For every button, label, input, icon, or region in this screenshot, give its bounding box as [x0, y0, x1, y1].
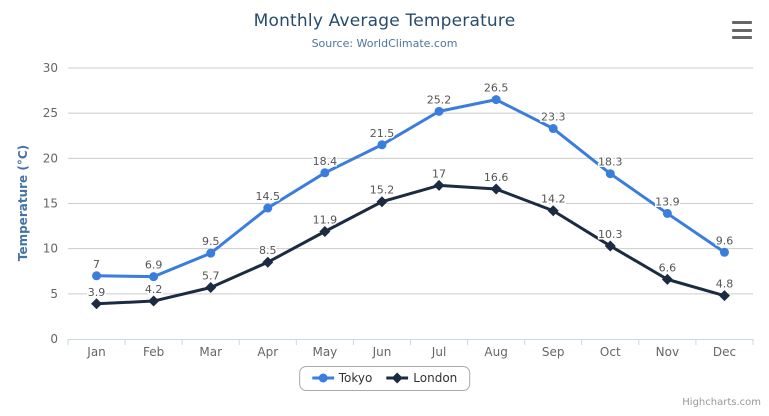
- y-axis-label: 30: [43, 61, 58, 75]
- point-london-jul[interactable]: [433, 179, 445, 191]
- point-tokyo-oct[interactable]: [605, 169, 615, 179]
- x-axis-label-aug: Aug: [484, 345, 507, 359]
- legend: Tokyo London: [298, 366, 471, 391]
- data-label-tokyo-jul: 25.2: [427, 93, 452, 106]
- point-tokyo-mar[interactable]: [206, 248, 216, 258]
- point-tokyo-jan[interactable]: [92, 271, 102, 281]
- point-london-oct[interactable]: [604, 240, 616, 252]
- data-label-london-sep: 14.2: [541, 193, 566, 206]
- x-axis-label-mar: Mar: [199, 345, 222, 359]
- point-london-dec[interactable]: [718, 290, 730, 302]
- london-series-marker-icon: [386, 372, 409, 384]
- data-label-tokyo-oct: 18.3: [598, 156, 623, 169]
- y-axis-label: 10: [43, 242, 58, 256]
- point-tokyo-sep[interactable]: [548, 124, 558, 134]
- legend-item-tokyo[interactable]: Tokyo: [311, 371, 373, 385]
- data-label-tokyo-dec: 9.6: [716, 234, 734, 247]
- legend-label-tokyo: Tokyo: [338, 371, 373, 385]
- data-label-london-dec: 4.8: [716, 278, 734, 291]
- point-london-jan[interactable]: [91, 298, 103, 310]
- data-label-tokyo-may: 18.4: [313, 155, 338, 168]
- data-label-tokyo-mar: 9.5: [202, 235, 220, 248]
- point-tokyo-jun[interactable]: [377, 140, 387, 150]
- point-london-apr[interactable]: [262, 256, 274, 268]
- y-axis-label: 0: [50, 332, 58, 346]
- point-london-may[interactable]: [319, 226, 331, 238]
- data-label-london-aug: 16.6: [484, 171, 509, 184]
- x-axis-label-feb: Feb: [143, 345, 164, 359]
- x-axis-label-jan: Jan: [86, 345, 106, 359]
- x-axis-label-jun: Jun: [372, 345, 392, 359]
- data-label-london-oct: 10.3: [598, 228, 623, 241]
- point-london-aug[interactable]: [490, 183, 502, 195]
- point-tokyo-jul[interactable]: [434, 106, 444, 116]
- y-axis-label: 25: [43, 106, 58, 120]
- tokyo-series-marker-icon: [311, 373, 334, 383]
- point-london-mar[interactable]: [205, 282, 217, 294]
- point-tokyo-may[interactable]: [320, 168, 330, 178]
- x-axis-label-may: May: [312, 345, 337, 359]
- data-label-london-apr: 8.5: [259, 244, 277, 257]
- legend-label-london: London: [413, 371, 458, 385]
- x-axis-label-jul: Jul: [431, 345, 446, 359]
- data-label-tokyo-feb: 6.9: [145, 259, 163, 272]
- export-menu-button[interactable]: [732, 21, 752, 39]
- data-label-london-jan: 3.9: [88, 286, 106, 299]
- y-axis-label: 20: [43, 151, 58, 165]
- x-axis-label-nov: Nov: [656, 345, 679, 359]
- point-tokyo-aug[interactable]: [491, 95, 501, 105]
- x-axis-label-oct: Oct: [600, 345, 621, 359]
- data-label-london-jun: 15.2: [370, 184, 395, 197]
- point-london-nov[interactable]: [661, 273, 673, 285]
- legend-item-london[interactable]: London: [386, 371, 457, 385]
- data-label-tokyo-jun: 21.5: [370, 127, 395, 140]
- point-london-sep[interactable]: [547, 205, 559, 217]
- data-label-london-feb: 4.2: [145, 283, 163, 296]
- data-label-tokyo-apr: 14.5: [256, 190, 281, 203]
- point-tokyo-nov[interactable]: [662, 208, 672, 218]
- data-label-tokyo-aug: 26.5: [484, 82, 509, 95]
- credits-link[interactable]: Highcharts.com: [682, 397, 761, 408]
- hamburger-icon-bar: [732, 28, 752, 32]
- chart-title: Monthly Average Temperature: [253, 11, 516, 31]
- point-tokyo-apr[interactable]: [263, 203, 273, 213]
- hamburger-icon: [732, 21, 752, 24]
- y-axis-label: 5: [50, 287, 58, 301]
- point-tokyo-dec[interactable]: [719, 247, 729, 257]
- x-axis-label-dec: Dec: [713, 345, 736, 359]
- x-axis-label-apr: Apr: [257, 345, 278, 359]
- chart-subtitle: Source: WorldClimate.com: [311, 37, 458, 50]
- data-label-tokyo-sep: 23.3: [541, 111, 566, 124]
- data-label-tokyo-jan: 7: [93, 258, 100, 271]
- point-london-jun[interactable]: [376, 196, 388, 208]
- london-line: [95, 183, 726, 306]
- point-london-feb[interactable]: [148, 295, 160, 307]
- data-label-london-nov: 6.6: [659, 261, 677, 274]
- hamburger-icon-bar: [732, 36, 752, 39]
- y-axis-label: 15: [43, 197, 58, 211]
- data-label-london-jul: 17: [432, 167, 446, 180]
- x-axis-label-sep: Sep: [542, 345, 565, 359]
- data-label-london-mar: 5.7: [202, 270, 220, 283]
- data-label-london-may: 11.9: [313, 214, 338, 227]
- data-label-tokyo-nov: 13.9: [655, 195, 680, 208]
- point-tokyo-feb[interactable]: [149, 272, 159, 282]
- tokyo-line: [95, 98, 726, 279]
